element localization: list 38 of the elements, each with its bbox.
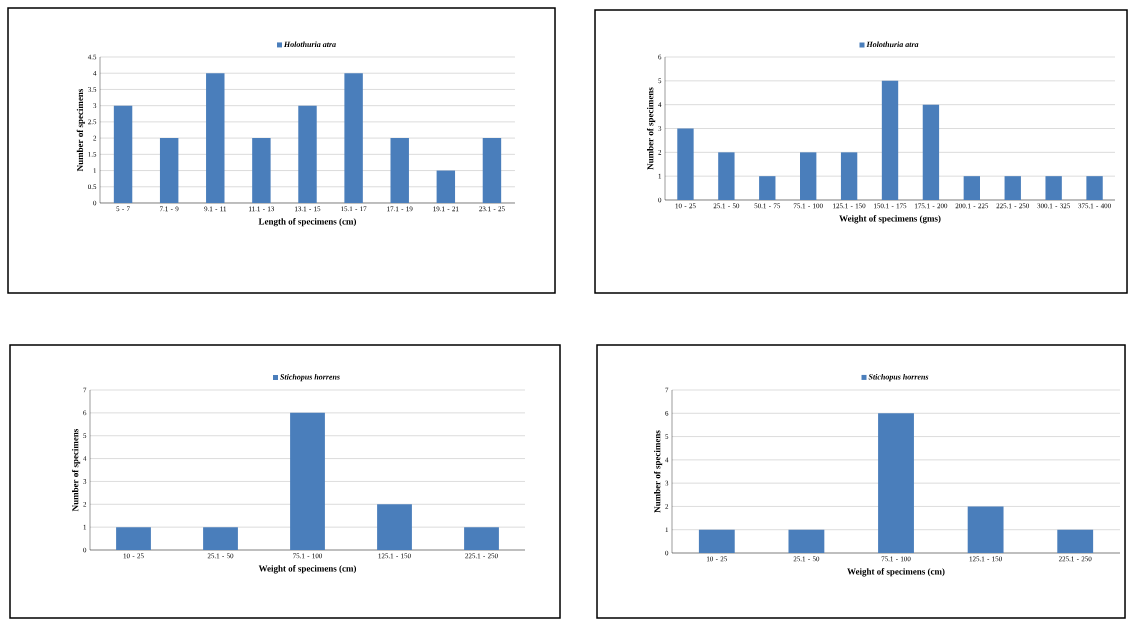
- bar: [290, 412, 325, 550]
- x-axis-title: Length of specimens (cm): [258, 218, 357, 227]
- bar: [203, 527, 238, 550]
- bar: [1086, 176, 1103, 200]
- bar: [788, 529, 825, 553]
- bar: [840, 152, 858, 200]
- bar: [878, 413, 914, 553]
- bar: [881, 80, 899, 200]
- bar: [113, 105, 133, 203]
- bar: [800, 152, 817, 200]
- y-axis-title: Number of specimens: [653, 430, 663, 513]
- bar: [1004, 176, 1021, 200]
- x-axis-title: Weight of specimens (gms): [839, 215, 941, 224]
- bar: [116, 527, 151, 550]
- bar: [436, 170, 456, 203]
- bar: [377, 504, 412, 550]
- bar: [206, 73, 225, 203]
- x-axis-title: Weight of specimens (cm): [258, 565, 357, 574]
- bar: [390, 138, 409, 203]
- bar: [1057, 529, 1094, 553]
- bar: [159, 138, 179, 203]
- bar: [967, 506, 1004, 553]
- bar: [252, 138, 271, 203]
- bar: [482, 138, 502, 203]
- y-axis-title: Number of specimens: [71, 428, 81, 512]
- y-axis-title: Number of specimens: [646, 87, 656, 170]
- bar: [963, 176, 981, 200]
- bar: [677, 128, 694, 200]
- bar: [698, 529, 735, 553]
- bar: [298, 105, 317, 203]
- bar: [344, 73, 363, 203]
- bar: [718, 152, 735, 200]
- y-axis-title: Number of specimens: [76, 88, 85, 172]
- bar: [464, 527, 499, 550]
- bar: [1045, 176, 1062, 200]
- x-axis-title: Weight of specimens (cm): [847, 568, 945, 577]
- bar: [759, 176, 776, 200]
- bar: [922, 104, 940, 200]
